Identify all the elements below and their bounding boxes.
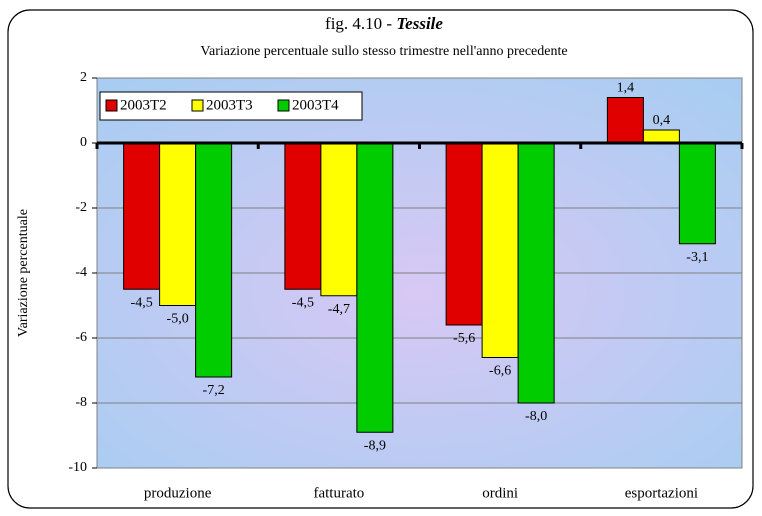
value-label: -7,2 <box>203 383 225 398</box>
bar <box>159 142 197 306</box>
value-label: -5,0 <box>167 312 189 327</box>
legend-label: 2003T2 <box>120 97 167 113</box>
value-label: 0,4 <box>653 113 671 128</box>
value-label: -3,1 <box>686 250 708 265</box>
title-text: fig. 4.10 - <box>325 14 396 33</box>
value-label: -4,7 <box>328 302 350 317</box>
x-tick-label: ordini <box>482 485 518 501</box>
y-tick-label: 0 <box>80 135 87 150</box>
legend-label: 2003T3 <box>206 97 253 113</box>
title-emphasis: Tessile <box>396 14 443 33</box>
bar <box>284 142 322 290</box>
x-tick-label: fatturato <box>313 485 364 501</box>
y-tick-label: -6 <box>75 330 87 345</box>
legend-swatch <box>191 99 204 112</box>
y-tick-label: 2 <box>80 70 87 85</box>
y-tick-label: -10 <box>68 460 87 475</box>
legend-swatch <box>277 99 290 112</box>
value-label: -4,5 <box>292 295 314 310</box>
bar <box>678 142 716 245</box>
legend-swatch <box>105 99 118 112</box>
y-tick-label: -4 <box>75 265 87 280</box>
x-tick-label: esportazioni <box>625 485 698 501</box>
x-tick-label: produzione <box>144 485 212 501</box>
bar <box>445 142 483 326</box>
bar <box>195 142 233 378</box>
legend-box <box>99 91 363 121</box>
value-label: -6,6 <box>489 364 511 379</box>
y-tick-label: -8 <box>75 395 87 410</box>
chart-title: fig. 4.10 - Tessile <box>325 14 443 33</box>
bar <box>481 142 519 358</box>
bar <box>123 142 161 290</box>
value-label: -5,6 <box>453 331 475 346</box>
bar <box>320 142 358 297</box>
y-tick-label: -2 <box>75 200 87 215</box>
bar <box>606 97 644 144</box>
value-label: -8,0 <box>525 409 547 424</box>
bar <box>356 142 394 433</box>
value-label: -8,9 <box>364 438 386 453</box>
y-axis-label: Variazione percentuale <box>16 209 31 337</box>
bar <box>642 129 680 144</box>
bar <box>517 142 555 404</box>
value-label: 1,4 <box>617 81 635 96</box>
value-label: -4,5 <box>131 295 153 310</box>
legend-label: 2003T4 <box>292 97 339 113</box>
subtitle: Variazione percentuale sullo stesso trim… <box>200 44 567 59</box>
